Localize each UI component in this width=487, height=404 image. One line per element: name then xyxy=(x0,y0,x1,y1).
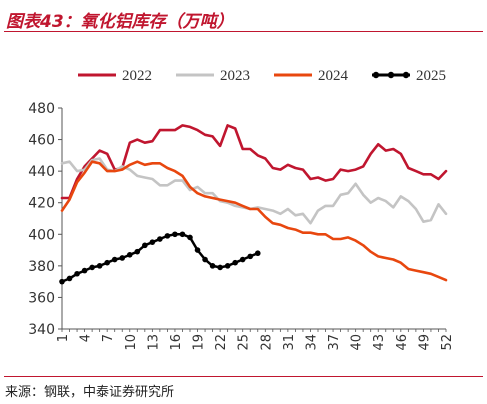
source-divider xyxy=(4,376,483,377)
series-layer xyxy=(59,124,448,285)
data-point-2025 xyxy=(66,275,73,282)
series-line-2022 xyxy=(60,124,448,200)
x-tick-label: 34 xyxy=(304,334,319,351)
data-point-2025 xyxy=(111,256,118,263)
x-tick-label: 19 xyxy=(192,334,207,351)
data-point-2025 xyxy=(142,242,148,249)
legend-marker-2025 xyxy=(402,71,410,79)
legend-marker-2025 xyxy=(372,71,380,79)
data-point-2025 xyxy=(96,263,103,269)
data-point-2025 xyxy=(194,247,201,253)
data-point-2025 xyxy=(217,264,223,271)
data-point-2025 xyxy=(187,234,193,241)
y-tick-label: 420 xyxy=(28,196,55,212)
x-tick-label: 31 xyxy=(282,334,297,351)
legend-label-2022: 2022 xyxy=(122,68,152,84)
x-tick-label: 40 xyxy=(350,334,365,351)
data-point-2025 xyxy=(247,253,254,260)
source-note: 来源：钢联，中泰证券研究所 xyxy=(5,385,175,400)
data-point-2025 xyxy=(104,259,110,266)
series-line-2024 xyxy=(60,160,448,282)
x-tick-label: 43 xyxy=(372,334,387,351)
axes: 340 360 380 400 420 440 460 480 1 4 7 10 13 16 19 22 25 2… xyxy=(28,101,455,351)
data-point-2025 xyxy=(179,231,186,238)
x-tick-label: 13 xyxy=(146,334,161,351)
x-tick-label: 1 xyxy=(56,334,71,342)
y-tick-label: 400 xyxy=(28,227,55,243)
x-tick-label: 22 xyxy=(214,334,229,351)
y-tick-label: 340 xyxy=(28,322,55,338)
data-point-2025 xyxy=(239,256,246,263)
x-tick-label: 4 xyxy=(79,334,94,342)
x-tick-label: 49 xyxy=(417,334,432,351)
legend-marker-2025 xyxy=(387,71,395,79)
data-point-2025 xyxy=(126,252,133,258)
y-tick-label: 460 xyxy=(28,133,55,149)
x-tick-label: 37 xyxy=(327,334,342,351)
y-tick-label: 380 xyxy=(28,259,55,275)
data-point-2025 xyxy=(134,248,141,255)
data-point-2025 xyxy=(149,239,156,245)
data-point-2025 xyxy=(74,270,80,277)
x-tick-label: 10 xyxy=(124,334,139,351)
data-point-2025 xyxy=(202,256,208,263)
data-point-2025 xyxy=(172,231,178,238)
data-point-2025 xyxy=(232,259,238,266)
legend-label-2023: 2023 xyxy=(220,68,250,84)
data-point-2025 xyxy=(119,255,126,261)
x-tick-label: 46 xyxy=(395,334,410,351)
x-tick-label: 25 xyxy=(237,334,252,351)
data-point-2025 xyxy=(157,236,163,242)
series-line-2023 xyxy=(60,157,448,225)
y-tick-label: 440 xyxy=(28,164,55,180)
data-point-2025 xyxy=(209,263,216,269)
x-tick-label: 16 xyxy=(169,334,184,351)
y-tick-label: 360 xyxy=(28,290,55,306)
data-point-2025 xyxy=(89,264,95,271)
data-point-2025 xyxy=(224,263,231,269)
legend: 2022 2023 2024 2025 xyxy=(78,68,446,84)
x-tick-label: 52 xyxy=(440,334,455,351)
data-point-2025 xyxy=(81,267,88,274)
x-tick-label: 28 xyxy=(259,334,274,351)
figure-title: 图表43：氧化铝库存（万吨） xyxy=(6,12,234,32)
data-point-2025 xyxy=(164,233,171,239)
legend-label-2025: 2025 xyxy=(416,68,446,84)
y-tick-label: 480 xyxy=(28,101,55,117)
data-point-2025 xyxy=(59,278,65,285)
legend-label-2024: 2024 xyxy=(318,68,349,84)
data-point-2025 xyxy=(254,250,261,257)
x-tick-label: 7 xyxy=(101,334,116,342)
title-underline xyxy=(4,31,483,32)
